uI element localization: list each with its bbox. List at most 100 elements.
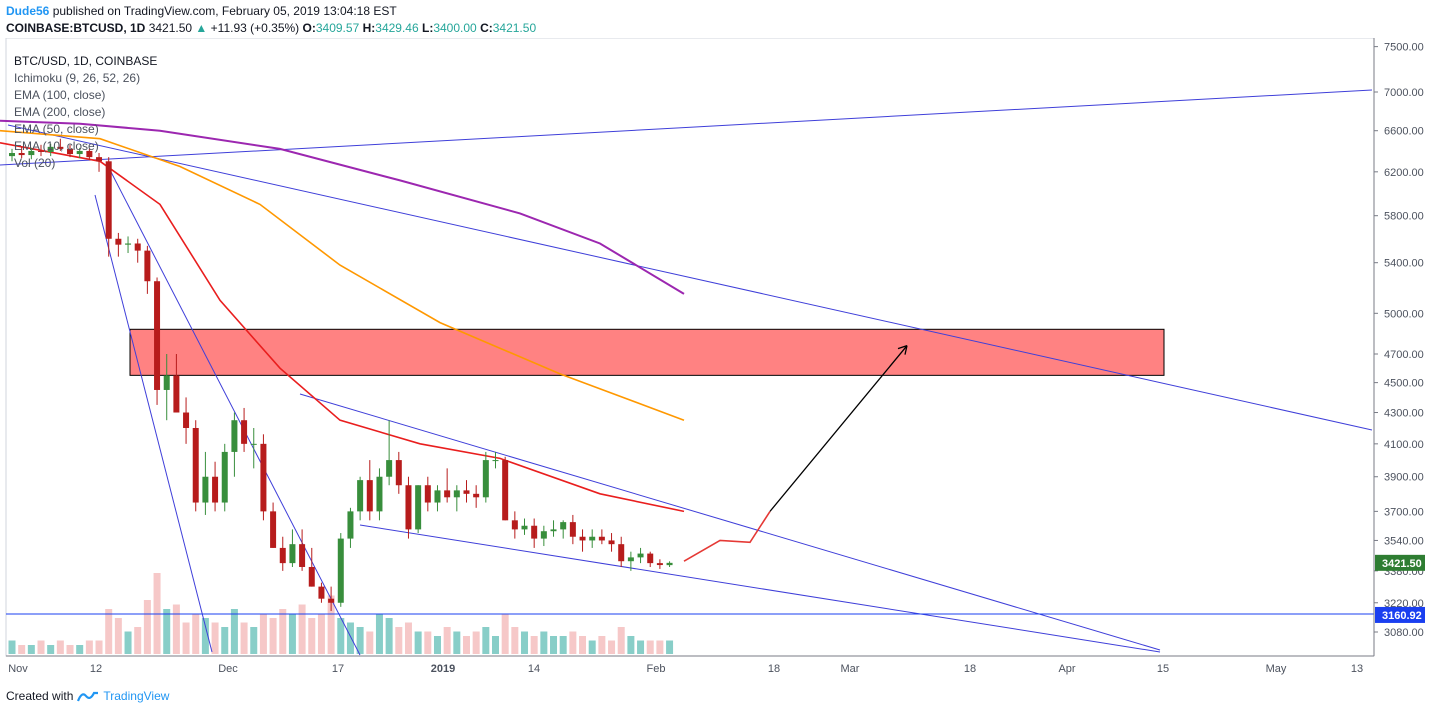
volume-bar <box>588 640 596 654</box>
legend-ema-50[interactable]: EMA (50, close) <box>14 122 99 136</box>
candle-body <box>347 511 354 539</box>
candle-body <box>328 598 335 603</box>
candle-body <box>424 485 431 503</box>
volume-bar <box>366 631 374 654</box>
volume-bar <box>482 627 490 654</box>
legend-ema-200[interactable]: EMA (200, close) <box>14 105 106 119</box>
volume-bar <box>646 640 654 654</box>
x-tick-label: 15 <box>1157 663 1169 675</box>
volume-bar <box>346 622 354 654</box>
candle-body <box>511 520 518 530</box>
candle-body <box>357 480 364 512</box>
candle-body <box>28 150 35 156</box>
volume-bar <box>37 640 45 654</box>
y-tick-label: 3080.00 <box>1384 627 1424 639</box>
volume-bar <box>201 618 209 654</box>
candle-body <box>579 536 586 541</box>
candle-body <box>115 238 122 245</box>
volume-bar <box>105 609 113 654</box>
y-tick-label: 4100.00 <box>1384 439 1424 451</box>
x-tick-label: 18 <box>964 663 976 675</box>
trend-line <box>359 524 1161 653</box>
candle-body <box>144 250 151 282</box>
volume-bar <box>550 636 558 654</box>
candle-body <box>154 281 161 390</box>
volume-bar <box>163 609 171 654</box>
volume-bar <box>443 627 451 654</box>
volume-bar <box>27 645 35 654</box>
volume-bar <box>192 613 200 654</box>
candle-body <box>212 476 219 503</box>
candle-body <box>38 150 45 152</box>
x-axis: Nov 12 Dec 17 2019 14 Feb 18 Mar 18 Apr 15 May 13 <box>8 663 1363 675</box>
volume-bar <box>540 631 548 654</box>
volume-bar <box>414 631 422 654</box>
volume-bar <box>221 627 229 654</box>
tradingview-link[interactable]: TradingView <box>103 689 170 703</box>
volume-bar <box>395 627 403 654</box>
candle-body <box>550 529 557 532</box>
high-value: 3429.46 <box>375 21 419 35</box>
low-value: 3400.00 <box>433 21 477 35</box>
candle-body <box>656 563 663 566</box>
footer: Created with TradingView <box>6 689 169 703</box>
volume-bar <box>666 640 674 654</box>
open-label: O: <box>302 21 316 35</box>
candle-body <box>618 544 625 562</box>
y-tick-label: 3540.00 <box>1384 535 1424 547</box>
candle-body <box>569 522 576 537</box>
projection-arrow <box>769 345 908 512</box>
candle-body <box>627 557 634 562</box>
arrow-head-icon <box>897 345 908 355</box>
candle-body <box>231 420 238 452</box>
x-tick-label: Feb <box>647 663 666 675</box>
level-price-tag-bg <box>1375 606 1425 623</box>
candle-body <box>473 493 480 498</box>
volume-bar <box>76 645 84 654</box>
trend-line <box>299 393 1161 651</box>
volume-bar <box>569 631 577 654</box>
x-tick-label: 2019 <box>431 663 455 675</box>
y-tick-label: 3700.00 <box>1384 506 1424 518</box>
legend-ichimoku[interactable]: Ichimoku (9, 26, 52, 26) <box>14 71 141 85</box>
y-tick-label: 3900.00 <box>1384 472 1424 484</box>
candle-body <box>67 148 74 155</box>
ema-50-line <box>0 142 685 513</box>
volume-bar <box>143 600 151 654</box>
candle-body <box>76 150 83 155</box>
resistance-zone <box>129 328 1165 376</box>
candle-body <box>637 553 644 558</box>
legend-ema-100[interactable]: EMA (100, close) <box>14 88 106 102</box>
price-chart[interactable]: 7500.00 7000.00 6600.00 6200.00 5800.00 5400.… <box>0 38 1444 678</box>
y-axis: 7500.00 7000.00 6600.00 6200.00 5800.00 5400.… <box>1374 42 1424 639</box>
candle-body <box>366 480 373 512</box>
y-tick-label: 7500.00 <box>1384 42 1424 54</box>
candle-body <box>415 485 422 530</box>
candle-body <box>386 460 393 477</box>
x-tick-label: 12 <box>90 663 102 675</box>
legend-volume[interactable]: Vol (20) <box>14 156 56 170</box>
symbol-label: COINBASE:BTCUSD, 1D <box>6 21 146 35</box>
volume-bar <box>250 627 258 654</box>
y-tick-label: 7000.00 <box>1384 87 1424 99</box>
author-name[interactable]: Dude56 <box>6 4 50 18</box>
volume-bar <box>511 627 519 654</box>
close-label: C: <box>480 21 493 35</box>
volume-bar <box>521 631 529 654</box>
volume-bar <box>608 640 616 654</box>
volume-bar <box>433 636 441 654</box>
volume-bar <box>637 640 645 654</box>
volume-bar <box>18 645 26 654</box>
low-label: L: <box>422 21 434 35</box>
candle-body <box>337 538 344 603</box>
candle-body <box>279 547 286 564</box>
candle-body <box>540 531 547 539</box>
volume-bar <box>95 640 103 654</box>
candle-body <box>173 375 180 413</box>
legend-ema-10[interactable]: EMA (10, close) <box>14 139 99 153</box>
volume-bar <box>530 636 538 654</box>
candle-body <box>376 476 383 512</box>
candle-body <box>260 443 267 512</box>
candle-body <box>395 460 402 486</box>
volume-bar <box>279 609 287 654</box>
